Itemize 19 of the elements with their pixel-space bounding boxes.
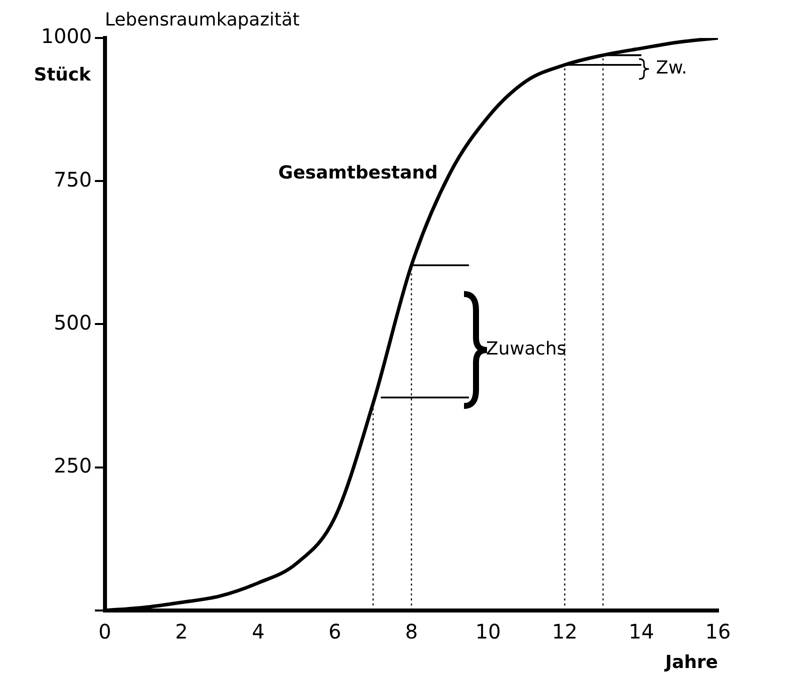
x-tick-label: 10: [475, 620, 501, 644]
y-tick-label: 1000: [40, 24, 92, 48]
x-tick-label: 2: [175, 620, 188, 644]
y-axis-title: Stück: [34, 64, 92, 86]
y-tick-label: 500: [54, 310, 92, 334]
x-tick-label: 8: [405, 620, 418, 644]
annotation: Zuwachs: [486, 338, 566, 360]
x-tick-label: 0: [98, 620, 112, 644]
series-label: Gesamtbestand: [278, 162, 438, 184]
text: Lebensraumkapazität: [104, 10, 300, 31]
x-tick-label: 6: [328, 620, 342, 644]
x-tick-label: 14: [628, 620, 654, 644]
y-tick-label: 250: [54, 454, 92, 478]
x-tick-label: 16: [705, 620, 731, 644]
x-axis-title: Jahre: [663, 652, 718, 673]
y-tick-label: 750: [54, 167, 92, 192]
x-tick-label: 12: [552, 620, 578, 644]
x-tick-label: 4: [252, 620, 265, 644]
annotation: Zw.: [656, 58, 688, 79]
